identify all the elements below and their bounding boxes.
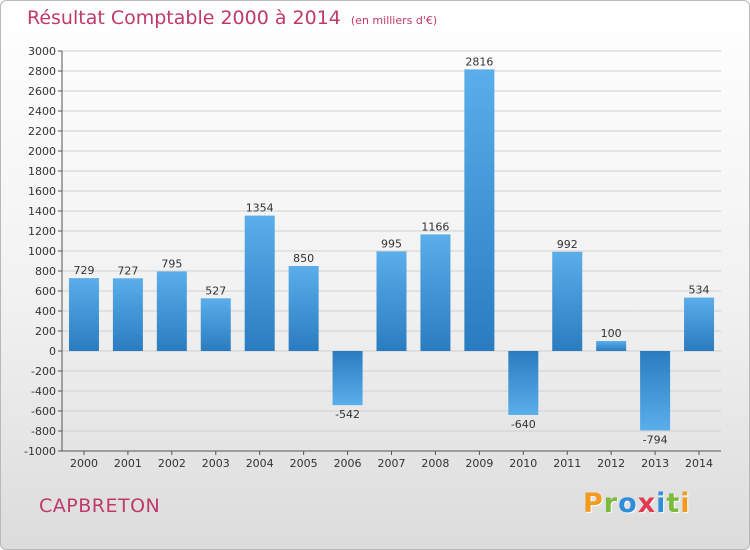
logo-letter: t <box>666 488 681 519</box>
bar-2009[interactable] <box>464 69 495 352</box>
bar-value-label: 992 <box>557 238 578 251</box>
logo-letter: P <box>583 488 604 519</box>
commune-name: CAPBRETON <box>39 495 161 517</box>
y-tick-label: 600 <box>35 285 56 298</box>
bar-2005[interactable] <box>288 266 319 351</box>
x-tick-label: 2009 <box>465 457 493 470</box>
bar-value-label: 100 <box>601 327 622 340</box>
chart-unit-text: (en milliers d'€) <box>350 14 438 27</box>
x-tick-label: 2003 <box>202 457 230 470</box>
proxiti-logo[interactable]: Proxiti <box>583 488 691 519</box>
bar-2008[interactable] <box>420 234 451 351</box>
bar-2014[interactable] <box>684 297 715 351</box>
bar-value-label: 2816 <box>465 55 493 68</box>
x-tick-label: 2002 <box>158 457 186 470</box>
bar-2007[interactable] <box>376 251 407 352</box>
x-tick-label: 2010 <box>509 457 537 470</box>
y-tick-label: 1000 <box>28 245 56 258</box>
bar-2002[interactable] <box>156 271 187 352</box>
y-tick-label: -1000 <box>24 445 56 458</box>
y-tick-label: 0 <box>49 345 56 358</box>
y-tick-label: 3000 <box>28 45 56 58</box>
grid-lines <box>62 50 721 452</box>
bar-value-label: 850 <box>293 252 314 265</box>
bar-value-label: 1166 <box>421 220 449 233</box>
y-tick-label: 1200 <box>28 225 56 238</box>
bar-2001[interactable] <box>112 278 143 351</box>
x-tick-label: 2011 <box>553 457 581 470</box>
logo-letter: i <box>656 488 667 519</box>
bar-value-label: -640 <box>511 418 536 431</box>
y-tick-label: 2200 <box>28 125 56 138</box>
bar-2003[interactable] <box>200 298 231 351</box>
logo-letter: o <box>618 488 638 519</box>
bar-value-label: -794 <box>643 433 668 446</box>
bar-2004[interactable] <box>244 215 275 351</box>
chart-title-text: Résultat Comptable 2000 à 2014 <box>27 7 341 29</box>
y-tick-label: 2400 <box>28 105 56 118</box>
y-tick-label: 1400 <box>28 205 56 218</box>
bar-value-label: -542 <box>335 408 360 421</box>
bar-value-label: 1354 <box>246 202 274 215</box>
x-tick-label: 2005 <box>290 457 318 470</box>
y-tick-label: 2600 <box>28 85 56 98</box>
x-tick-label: 2008 <box>421 457 449 470</box>
bar-value-label: 729 <box>73 264 94 277</box>
x-tick-label: 2001 <box>114 457 142 470</box>
x-tick-label: 2006 <box>334 457 362 470</box>
bar-value-label: 795 <box>161 258 182 271</box>
y-tick-label: 1600 <box>28 185 56 198</box>
bar-2012[interactable] <box>596 341 627 351</box>
bar-2010[interactable] <box>508 351 539 415</box>
bar-2006[interactable] <box>332 351 363 406</box>
y-tick-label: -800 <box>31 425 56 438</box>
bars: 729 727 795 527 1354 850 -542 995 1166 2816 -640 99… <box>68 55 715 446</box>
bar-2000[interactable] <box>68 278 99 351</box>
x-tick-label: 2007 <box>378 457 406 470</box>
y-tick-label: -600 <box>31 405 56 418</box>
axes: -1000 -800 -600 -400 -200 0 200 400 600 800 1000 12… <box>24 45 721 470</box>
x-tick-label: 2014 <box>685 457 713 470</box>
logo-letter: x <box>637 488 657 519</box>
x-tick-label: 2013 <box>641 457 669 470</box>
y-tick-label: -400 <box>31 385 56 398</box>
x-tick-label: 2004 <box>246 457 274 470</box>
bar-2013[interactable] <box>640 351 671 431</box>
y-tick-label: 800 <box>35 265 56 278</box>
bar-2011[interactable] <box>552 251 583 351</box>
y-tick-label: 1800 <box>28 165 56 178</box>
bar-value-label: 995 <box>381 238 402 251</box>
x-tick-label: 2000 <box>70 457 98 470</box>
y-tick-label: -200 <box>31 365 56 378</box>
logo-letter: r <box>603 488 619 519</box>
y-tick-label: 400 <box>35 305 56 318</box>
y-tick-label: 2800 <box>28 65 56 78</box>
x-tick-label: 2012 <box>597 457 625 470</box>
y-tick-label: 2000 <box>28 145 56 158</box>
bar-value-label: 534 <box>689 284 710 297</box>
y-tick-label: 200 <box>35 325 56 338</box>
bar-value-label: 727 <box>117 264 138 277</box>
logo-letter: i <box>680 488 691 519</box>
chart-title: Résultat Comptable 2000 à 2014 (en millie… <box>27 7 437 29</box>
bar-value-label: 527 <box>205 284 226 297</box>
